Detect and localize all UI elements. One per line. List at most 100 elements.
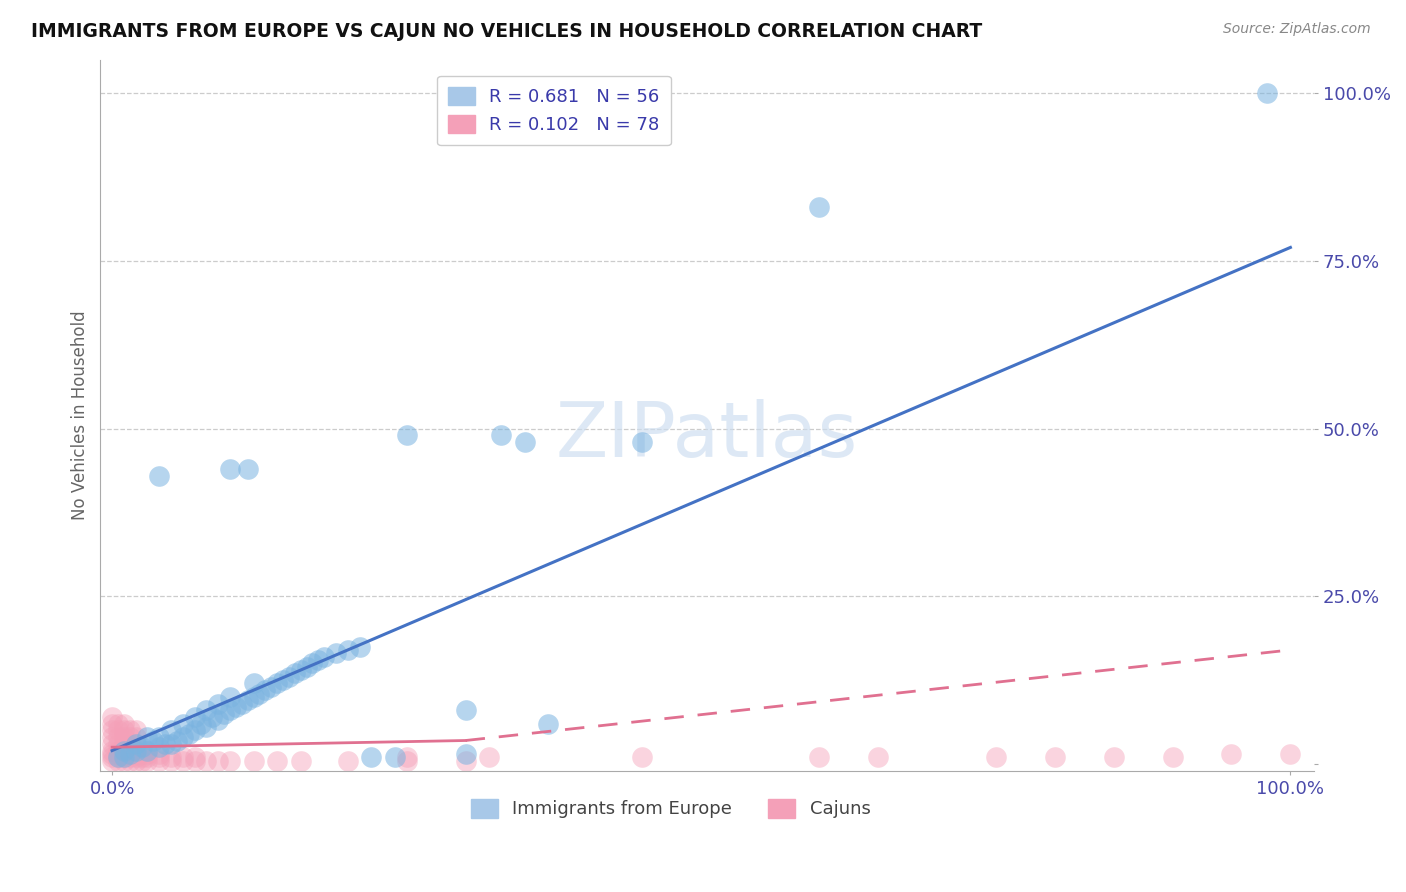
Point bbox=[112, 747, 135, 761]
Point bbox=[153, 737, 176, 751]
Point bbox=[112, 743, 135, 757]
Point bbox=[172, 754, 194, 768]
Point bbox=[395, 428, 418, 442]
Point bbox=[808, 750, 831, 764]
Point bbox=[207, 697, 229, 711]
Point bbox=[195, 703, 218, 717]
Point bbox=[195, 754, 218, 768]
Point bbox=[1220, 747, 1243, 761]
Point bbox=[107, 747, 129, 761]
Point bbox=[478, 750, 501, 764]
Point bbox=[131, 743, 153, 757]
Point bbox=[207, 714, 229, 728]
Point bbox=[290, 663, 312, 677]
Point bbox=[107, 723, 129, 738]
Point bbox=[537, 716, 560, 731]
Point bbox=[249, 687, 271, 701]
Point bbox=[1279, 747, 1302, 761]
Point bbox=[631, 750, 654, 764]
Point bbox=[277, 670, 299, 684]
Point bbox=[125, 723, 148, 738]
Point bbox=[160, 723, 183, 738]
Text: IMMIGRANTS FROM EUROPE VS CAJUN NO VEHICLES IN HOUSEHOLD CORRELATION CHART: IMMIGRANTS FROM EUROPE VS CAJUN NO VEHIC… bbox=[31, 22, 983, 41]
Point bbox=[101, 754, 124, 768]
Point bbox=[866, 750, 889, 764]
Point bbox=[219, 462, 242, 476]
Point bbox=[107, 750, 129, 764]
Point bbox=[112, 754, 135, 768]
Point bbox=[454, 754, 477, 768]
Point bbox=[172, 730, 194, 744]
Point bbox=[112, 730, 135, 744]
Point bbox=[148, 468, 170, 483]
Point bbox=[131, 747, 153, 761]
Point bbox=[118, 723, 141, 738]
Point bbox=[242, 690, 264, 704]
Point bbox=[112, 723, 135, 738]
Point bbox=[148, 754, 170, 768]
Point bbox=[295, 659, 318, 673]
Point bbox=[266, 754, 288, 768]
Point bbox=[125, 754, 148, 768]
Point bbox=[242, 676, 264, 690]
Point bbox=[984, 750, 1007, 764]
Point bbox=[254, 683, 277, 698]
Point bbox=[107, 730, 129, 744]
Point bbox=[325, 646, 347, 660]
Point bbox=[118, 743, 141, 757]
Point bbox=[118, 750, 141, 764]
Point bbox=[136, 747, 159, 761]
Point bbox=[160, 737, 183, 751]
Y-axis label: No Vehicles in Household: No Vehicles in Household bbox=[72, 310, 89, 520]
Point bbox=[148, 740, 170, 755]
Point bbox=[160, 754, 183, 768]
Point bbox=[454, 703, 477, 717]
Point bbox=[125, 743, 148, 757]
Point bbox=[1043, 750, 1066, 764]
Point bbox=[107, 737, 129, 751]
Point bbox=[1256, 86, 1278, 100]
Point bbox=[336, 643, 359, 657]
Point bbox=[160, 750, 183, 764]
Point bbox=[290, 754, 312, 768]
Point bbox=[513, 434, 536, 449]
Point bbox=[183, 754, 205, 768]
Point bbox=[395, 750, 418, 764]
Point bbox=[808, 200, 831, 214]
Point bbox=[107, 750, 129, 764]
Point bbox=[118, 754, 141, 768]
Point bbox=[101, 750, 124, 764]
Point bbox=[148, 747, 170, 761]
Point bbox=[136, 730, 159, 744]
Point bbox=[307, 653, 329, 667]
Point bbox=[107, 754, 129, 768]
Point bbox=[112, 737, 135, 751]
Point bbox=[172, 716, 194, 731]
Point bbox=[183, 723, 205, 738]
Point bbox=[101, 743, 124, 757]
Point bbox=[112, 750, 135, 764]
Point bbox=[125, 743, 148, 757]
Text: ZIPatlas: ZIPatlas bbox=[555, 400, 858, 474]
Point bbox=[207, 754, 229, 768]
Point bbox=[236, 693, 259, 707]
Point bbox=[131, 750, 153, 764]
Point bbox=[172, 750, 194, 764]
Point bbox=[195, 720, 218, 734]
Point bbox=[142, 733, 165, 747]
Point bbox=[131, 754, 153, 768]
Point bbox=[112, 743, 135, 757]
Point bbox=[112, 750, 135, 764]
Point bbox=[336, 754, 359, 768]
Text: Source: ZipAtlas.com: Source: ZipAtlas.com bbox=[1223, 22, 1371, 37]
Point bbox=[107, 743, 129, 757]
Point bbox=[242, 754, 264, 768]
Point bbox=[260, 680, 283, 694]
Point bbox=[225, 700, 247, 714]
Point bbox=[201, 710, 224, 724]
Point bbox=[284, 666, 307, 681]
Point bbox=[148, 730, 170, 744]
Point bbox=[177, 727, 200, 741]
Point bbox=[148, 750, 170, 764]
Point bbox=[136, 743, 159, 757]
